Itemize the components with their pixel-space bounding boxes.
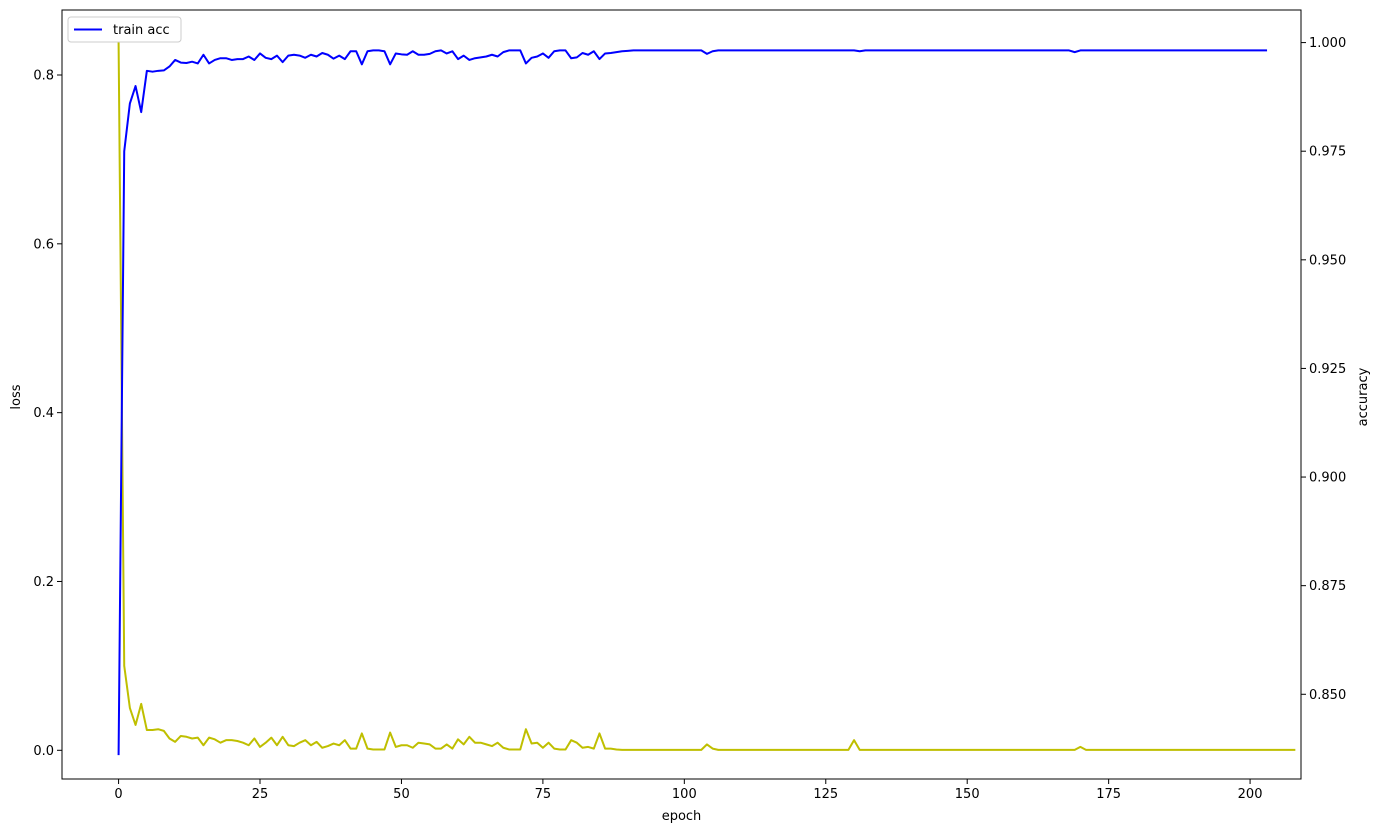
plot-area xyxy=(62,10,1301,779)
y-left-axis-label: loss xyxy=(9,384,24,409)
x-tick-label: 75 xyxy=(535,787,552,802)
x-tick-label: 50 xyxy=(393,787,410,802)
legend: train acc xyxy=(67,16,182,43)
x-tick-label: 100 xyxy=(672,787,697,802)
x-tick-label: 150 xyxy=(955,787,980,802)
y-left-axis-ticks: 0.0 0.2 0.4 0.6 0.8 xyxy=(33,68,62,759)
legend-box xyxy=(67,16,182,43)
plot-frame xyxy=(61,9,1302,780)
y-right-tick-label: 0.875 xyxy=(1309,579,1346,594)
y-left-tick-label: 0.6 xyxy=(33,237,54,252)
y-left-tick-label: 0.4 xyxy=(33,406,54,421)
loss-line xyxy=(117,41,1296,751)
y-right-axis-ticks: 0.850 0.875 0.900 0.925 0.950 0.975 1.000 xyxy=(1301,36,1346,703)
y-right-tick-label: 0.950 xyxy=(1309,253,1346,268)
x-tick-label: 25 xyxy=(252,787,269,802)
y-left-tick-label: 0.0 xyxy=(33,744,54,759)
x-tick-label: 125 xyxy=(813,787,838,802)
series-layer xyxy=(117,41,1296,756)
y-right-tick-label: 0.925 xyxy=(1309,362,1346,377)
x-axis-label: epoch xyxy=(662,809,702,824)
y-right-axis-label: accuracy xyxy=(1356,367,1371,426)
x-tick-label: 200 xyxy=(1238,787,1263,802)
y-right-tick-label: 0.975 xyxy=(1309,145,1346,160)
y-left-tick-label: 0.2 xyxy=(33,575,54,590)
y-right-tick-label: 0.900 xyxy=(1309,471,1346,486)
legend-label-train-acc: train acc xyxy=(113,23,170,38)
y-right-tick-label: 1.000 xyxy=(1309,36,1346,51)
y-right-tick-label: 0.850 xyxy=(1309,688,1346,703)
x-axis-ticks: 0 25 50 75 100 125 150 175 200 xyxy=(114,779,1262,802)
x-tick-label: 0 xyxy=(114,787,122,802)
train-acc-line xyxy=(117,49,1268,756)
y-left-tick-label: 0.8 xyxy=(33,68,54,83)
x-tick-label: 175 xyxy=(1096,787,1121,802)
